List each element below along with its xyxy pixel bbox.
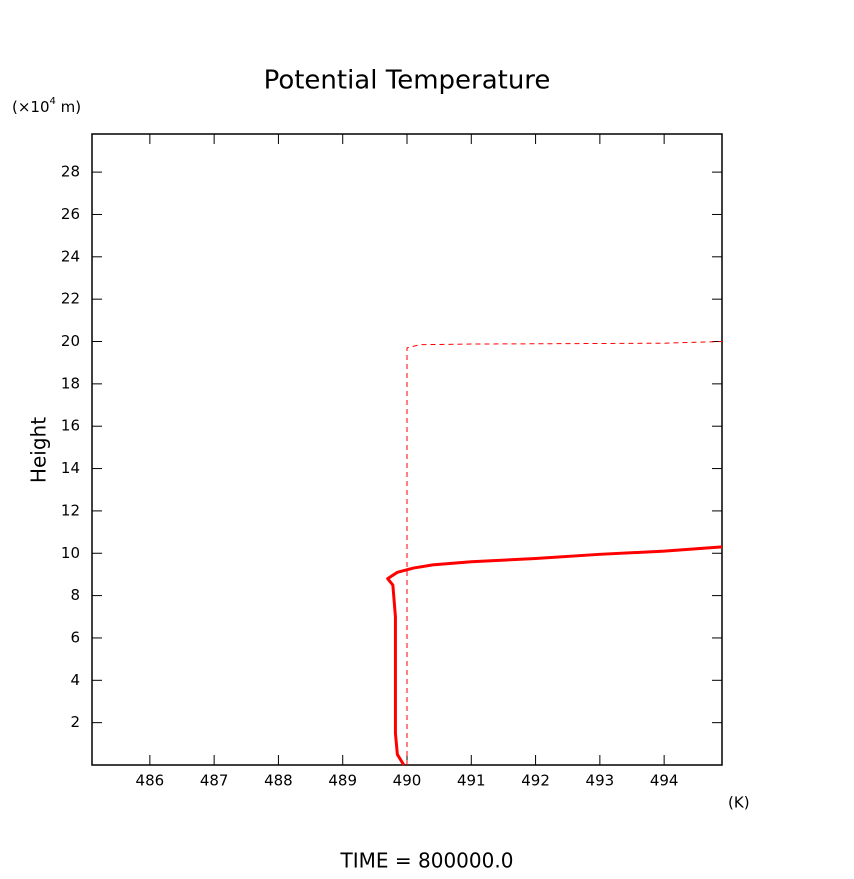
y-tick-label: 16 [61,417,80,435]
x-tick-label: 492 [521,772,550,790]
x-tick-label: 488 [264,772,293,790]
y-tick-label: 6 [70,628,80,646]
y-unit: (×104 m) [12,96,81,116]
chart-title: Potential Temperature [264,66,551,96]
line [406,341,723,765]
x-tick-label: 491 [457,772,486,790]
y-tick-label: 28 [61,163,80,181]
y-unit-prefix: (×10 [12,98,50,116]
y-unit-suffix: m) [56,98,81,116]
y-tick-label: 12 [61,501,80,519]
x-tick-label: 490 [393,772,422,790]
y-tick-label: 8 [70,586,80,604]
y-tick-label: 10 [61,544,80,562]
x-axis-label: (K) [728,794,750,812]
y-tick-label: 18 [61,374,80,392]
y-tick-label: 20 [61,332,80,350]
y-axis-label: Height [27,417,51,483]
x-tick-label: 493 [586,772,615,790]
x-tick-label: 489 [328,772,357,790]
x-tick-label: 487 [200,772,229,790]
x-tick-label: 494 [650,772,679,790]
line [386,545,723,766]
footer: TIME = 800000.0 [340,849,514,873]
y-tick-label: 22 [61,290,80,308]
y-tick-label: 26 [61,205,80,223]
y-tick-label: 4 [70,671,80,689]
y-tick-label: 2 [70,713,80,731]
x-tick-label: 486 [136,772,165,790]
y-unit-exponent: 4 [50,96,56,107]
y-tick-label: 24 [61,247,80,265]
y-tick-label: 14 [61,459,80,477]
